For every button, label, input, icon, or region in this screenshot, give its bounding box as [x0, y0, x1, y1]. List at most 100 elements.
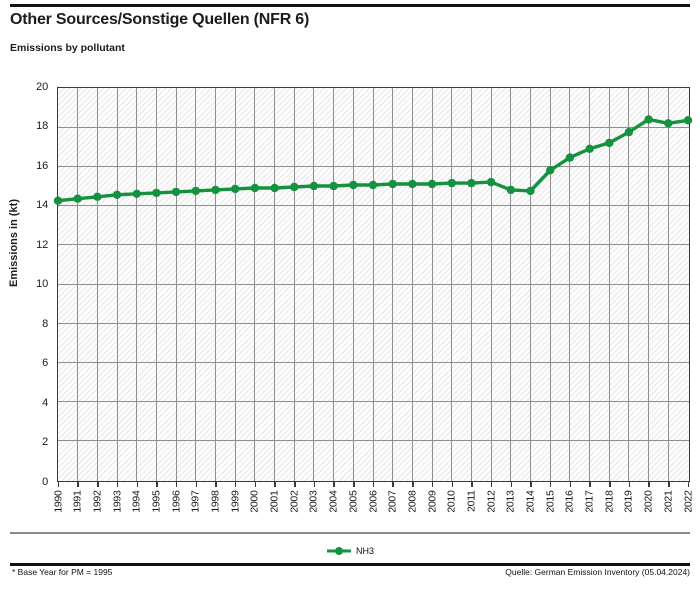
y-tick-label-2: 2 — [42, 436, 48, 448]
data-point-2005 — [349, 180, 358, 190]
v-gridline — [313, 88, 315, 481]
data-point-2013 — [506, 185, 515, 195]
data-point-1995 — [152, 188, 161, 198]
x-tick-mark — [549, 482, 552, 487]
v-gridline — [589, 88, 591, 481]
x-tick-label-2008: 2008 — [406, 490, 419, 513]
y-tick-label-14: 14 — [36, 199, 48, 211]
x-tick-mark — [313, 482, 316, 487]
data-point-2001 — [270, 183, 279, 193]
data-point-2010 — [447, 178, 456, 188]
x-tick-label-2018: 2018 — [603, 490, 616, 513]
v-gridline — [549, 88, 551, 481]
h-gridline — [58, 165, 689, 167]
x-tick-label-2000: 2000 — [248, 490, 261, 513]
x-tick-mark — [451, 482, 453, 487]
x-tick-label-2017: 2017 — [583, 490, 596, 513]
x-tick-label-1991: 1991 — [71, 490, 84, 513]
y-tick-label-18: 18 — [36, 120, 48, 132]
x-tick-mark — [254, 482, 257, 487]
data-point-2003 — [309, 181, 319, 191]
v-gridline — [96, 88, 98, 481]
data-point-2022 — [683, 116, 693, 125]
data-point-2000 — [250, 183, 260, 193]
y-tick-label-4: 4 — [42, 396, 48, 409]
v-gridline — [293, 88, 295, 481]
x-tick-label-2020: 2020 — [642, 490, 655, 513]
x-tick-mark — [569, 482, 572, 487]
v-gridline — [608, 88, 610, 481]
x-tick-label-2015: 2015 — [544, 490, 557, 513]
data-point-2006 — [368, 180, 378, 190]
legend-separator-rule — [10, 532, 690, 534]
data-point-2009 — [427, 179, 437, 189]
v-gridline — [667, 88, 669, 481]
data-point-2018 — [605, 138, 614, 148]
v-gridline — [155, 88, 157, 481]
h-gridline — [58, 126, 689, 128]
x-tick-label-1995: 1995 — [150, 490, 163, 513]
x-tick-mark — [136, 482, 138, 487]
v-gridline — [470, 88, 472, 481]
page-subtitle: Emissions by pollutant — [10, 42, 125, 54]
v-gridline — [77, 88, 79, 481]
top-rule — [10, 4, 690, 7]
data-point-2016 — [565, 153, 575, 162]
v-gridline — [648, 88, 650, 481]
v-gridline — [175, 88, 177, 481]
data-point-2011 — [467, 178, 476, 188]
source-note: Quelle: German Emission Inventory (05.04… — [505, 567, 690, 577]
x-tick-mark — [687, 482, 690, 487]
x-tick-mark — [471, 482, 473, 487]
x-tick-label-2021: 2021 — [662, 490, 675, 513]
data-point-2020 — [644, 115, 653, 124]
data-point-1996 — [171, 187, 181, 197]
x-tick-mark — [648, 482, 650, 487]
x-tick-label-1997: 1997 — [189, 490, 202, 513]
h-gridline — [58, 205, 689, 207]
x-tick-label-1992: 1992 — [91, 490, 104, 513]
y-tick-label-16: 16 — [36, 159, 48, 172]
x-tick-mark — [333, 482, 335, 487]
data-point-1991 — [73, 194, 82, 203]
data-point-2019 — [624, 127, 634, 137]
x-tick-mark — [392, 482, 394, 487]
v-gridline — [215, 88, 216, 481]
v-gridline — [234, 88, 236, 481]
v-gridline — [254, 88, 256, 481]
x-tick-mark — [234, 482, 237, 487]
data-point-2014 — [526, 186, 535, 196]
v-gridline — [116, 88, 118, 481]
x-tick-mark — [412, 482, 414, 487]
x-tick-label-1994: 1994 — [130, 490, 143, 513]
v-gridline — [411, 88, 413, 481]
footnote-base-year: * Base Year for PM = 1995 — [12, 567, 113, 577]
x-tick-label-2001: 2001 — [268, 490, 281, 513]
x-tick-label-1999: 1999 — [229, 490, 242, 513]
legend-line-marker-icon — [326, 547, 351, 555]
x-tick-mark — [97, 482, 99, 487]
v-gridline — [451, 88, 453, 481]
h-gridline — [58, 401, 689, 403]
x-tick-label-2011: 2011 — [465, 490, 478, 512]
x-tick-label-2012: 2012 — [485, 490, 498, 513]
data-point-2004 — [329, 181, 338, 191]
x-tick-label-2019: 2019 — [622, 490, 635, 513]
plot-area — [53, 87, 693, 482]
x-tick-label-2009: 2009 — [426, 490, 439, 513]
x-tick-mark — [490, 482, 493, 487]
x-tick-mark — [195, 482, 198, 487]
x-tick-mark — [175, 482, 178, 487]
x-tick-label-2022: 2022 — [682, 490, 694, 513]
h-gridline — [58, 322, 689, 324]
data-point-1990 — [53, 196, 63, 205]
data-point-2017 — [585, 144, 594, 153]
nh3-series-line — [53, 115, 693, 205]
v-gridline — [372, 88, 374, 481]
v-gridline — [490, 88, 492, 481]
y-tick-label-8: 8 — [42, 317, 48, 330]
v-gridline — [431, 88, 433, 481]
y-tick-label-10: 10 — [36, 278, 48, 290]
v-gridline — [352, 88, 354, 481]
x-tick-mark — [372, 482, 375, 487]
